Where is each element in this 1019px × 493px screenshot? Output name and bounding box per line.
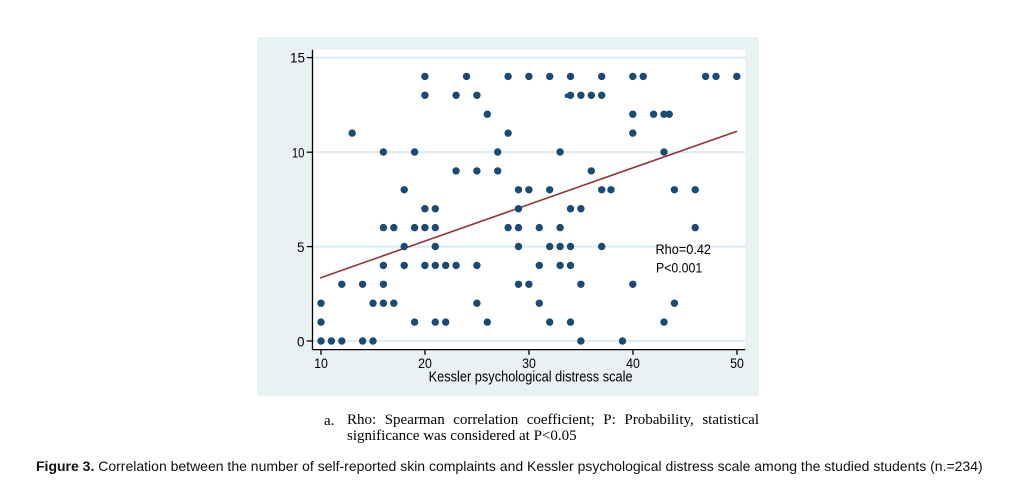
svg-text:Kessler psychological distress: Kessler psychological distress scale	[429, 370, 633, 386]
svg-text:10: 10	[314, 356, 328, 371]
svg-text:40: 40	[626, 356, 640, 371]
svg-text:20: 20	[418, 356, 432, 371]
svg-text:50: 50	[730, 356, 744, 371]
svg-text:15: 15	[290, 50, 305, 65]
svg-text:10: 10	[292, 146, 305, 161]
svg-text:Rho=0.42: Rho=0.42	[656, 241, 712, 257]
svg-text:30: 30	[522, 356, 536, 371]
svg-text:0: 0	[297, 335, 305, 350]
svg-text:5: 5	[297, 240, 305, 255]
svg-text:P<0.001: P<0.001	[656, 260, 702, 276]
